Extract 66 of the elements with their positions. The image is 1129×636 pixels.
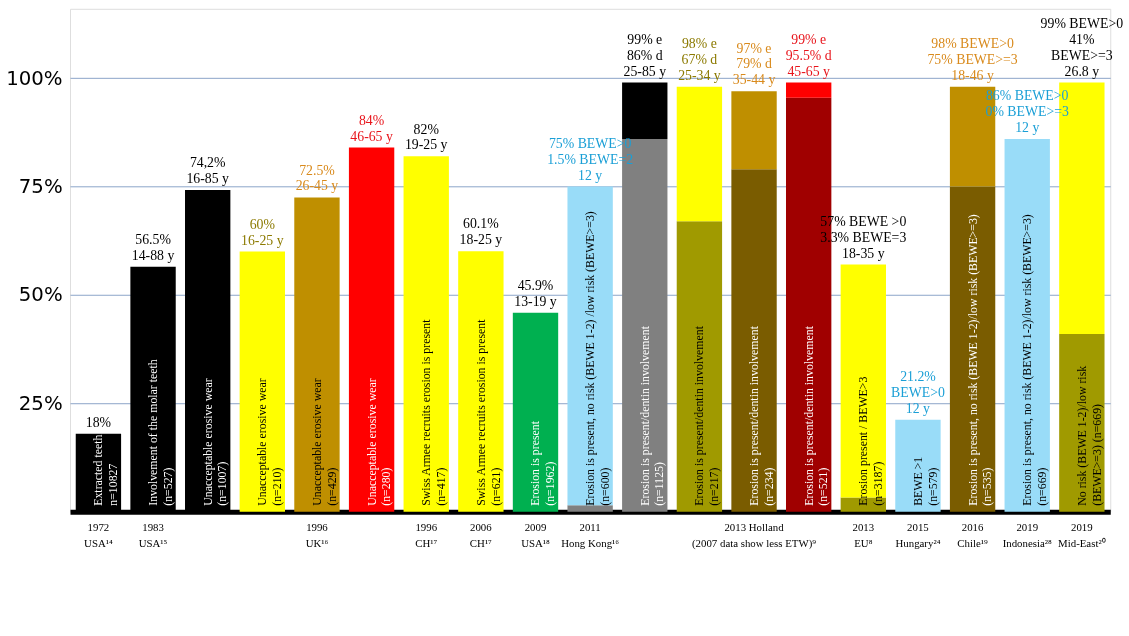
text: 98% e 67% d 25-34 y	[678, 36, 721, 83]
text: 56.5% 14-88 y	[131, 232, 175, 263]
text: 99% e 86% d 25-85 y	[623, 32, 667, 79]
annotation: Erosion present / BEWE>3 (n=3187)	[856, 376, 886, 506]
bar	[786, 82, 832, 98]
x-tick-label: 1983 USA¹⁵	[138, 520, 168, 549]
text: 97% e 79% d 35-44 y	[732, 40, 776, 88]
text: 99% BEWE>0 41% BEWE>=3 26.8 y	[1040, 16, 1124, 79]
annotation: Erosion is present, no risk (BEWE 1-2)/low risk (BEWE>=3) (n=669)	[1020, 214, 1049, 506]
y-tick-label: 25%	[18, 391, 63, 415]
x-tick-label: 1972 USA¹⁴	[84, 520, 113, 549]
bar	[294, 197, 340, 512]
annotation: Erosion is present (n=1962)	[528, 420, 558, 506]
x-tick-label: 2019 Mid-East²⁰	[1058, 520, 1106, 549]
x-tick-label: 1996 UK¹⁶	[305, 520, 329, 549]
y-tick-label: 50%	[18, 283, 63, 307]
bar	[895, 419, 941, 512]
text: 21.2% BEWE>0 12 y	[891, 369, 945, 416]
x-tick-label: 2011 Hong Kong¹⁶	[561, 520, 620, 549]
annotation: Swiss Armee recruits erosion is present (n=417)	[419, 318, 448, 506]
x-tick-label: 1996 CH¹⁷	[415, 520, 438, 549]
annotation: Unacceptable erosive wear (n=210)	[255, 378, 285, 506]
annotation: Unacceptable erosive wear (n=1007)	[200, 378, 230, 506]
text: 99% e 95.5% d 45-65 y	[785, 32, 832, 79]
annotation: Erosion is present/dentin involvement (n=234)	[746, 325, 776, 506]
bar	[567, 186, 613, 506]
text: 84% 46-65 y	[350, 112, 393, 144]
annotation: Erosion is present, no risk (BEWE 1-2)/low risk (BEWE>=3) (n=535)	[965, 214, 995, 506]
x-tick-label: 2013 Holland (2007 data show less ETW)⁹	[692, 520, 817, 550]
bar	[348, 147, 395, 512]
bar	[567, 505, 613, 512]
x-tick-label: 2006 CH¹⁷	[469, 520, 493, 549]
bar	[731, 169, 777, 512]
annotation: Erosion is present/dentin involvement (n=521)	[801, 325, 831, 506]
bar	[676, 221, 723, 512]
bar	[1004, 138, 1050, 512]
annotation: Involvement of the molar teeth (n=527)	[146, 359, 175, 506]
text: 72.5% 26-45 y	[295, 162, 339, 194]
annotation: Swiss Armee recruits erosion is present (n=621)	[473, 318, 503, 506]
text: 82% 19-25 y	[404, 121, 448, 153]
text: 75% BEWE>0 1.5% BEWE=2 12 y	[547, 136, 634, 183]
bar	[731, 91, 777, 170]
text: 60.1% 18-25 y	[459, 216, 503, 248]
annotation: Extracted teeth n=10827	[91, 434, 121, 506]
text: 60% 16-25 y	[241, 216, 284, 248]
text: 98% BEWE>0 75% BEWE>=3 18-46 y	[927, 36, 1018, 83]
annotation: BEWE >1 (n=579)	[910, 456, 940, 506]
text: 45.9% 13-19 y	[514, 278, 557, 309]
annotation: Erosion is present/dentin involvement (n=217)	[692, 325, 722, 506]
annotation: Unacceptable erosive wear (n=280)	[364, 378, 394, 506]
text: 74,2% 16-85 y	[186, 155, 229, 187]
bar	[949, 186, 996, 512]
x-tick-label: 2016 Chile¹⁹	[957, 520, 989, 549]
y-tick-label: 100%	[6, 66, 63, 90]
annotation: Erosion is present/dentin involvement (n=1125)	[637, 325, 667, 506]
x-tick-label: 2009 USA¹⁸	[521, 520, 551, 549]
bar	[676, 86, 723, 222]
x-tick-label: 2019 Indonesia²⁸	[1002, 520, 1052, 549]
x-tick-label: 2013 EU⁸	[852, 520, 875, 549]
text: 18%	[85, 414, 112, 430]
annotation: Unacceptable erosive wear (n=429)	[309, 378, 339, 506]
annotation: Erosion is present, no risk (BEWE 1-2) /low risk (BEWE>=3) (n=600)	[583, 211, 612, 506]
annotation: No risk (BEWE 1-2)/low risk (BEWE>=3) (n=669)	[1074, 365, 1104, 506]
bar	[512, 312, 559, 512]
x-tick-label: 2015 Hungary²⁴	[895, 520, 941, 549]
y-tick-label: 75%	[18, 174, 63, 198]
